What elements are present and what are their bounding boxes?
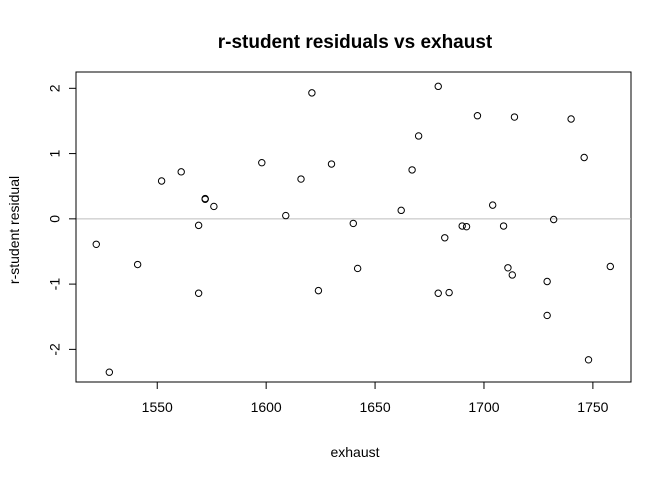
data-point (543, 277, 551, 286)
chart-title: r-student residuals vs exhaust (218, 32, 493, 53)
data-point (105, 368, 114, 376)
x-tick-label: 1700 (468, 399, 499, 415)
y-tick-label: 0 (47, 215, 63, 223)
data-point (194, 221, 203, 230)
y-tick-label: 2 (47, 84, 63, 92)
data-point (258, 159, 266, 167)
data-point (473, 112, 482, 120)
data-point (210, 202, 218, 211)
data-point (177, 168, 185, 176)
data-point (508, 271, 516, 279)
data-point (441, 234, 449, 242)
data-point (353, 264, 362, 273)
data-point (445, 288, 453, 297)
data-point (133, 260, 142, 269)
data-point (510, 113, 519, 121)
data-point (567, 115, 575, 123)
y-axis: -2 -1 0 1 2 (47, 84, 77, 356)
data-point (201, 195, 209, 203)
data-point (462, 222, 471, 231)
data-point (194, 289, 203, 297)
data-point (408, 166, 416, 174)
x-axis: 1550 1600 1650 1700 1750 (142, 381, 609, 415)
data-point (606, 262, 615, 271)
data-point (488, 201, 497, 209)
data-point (434, 82, 442, 91)
data-point (543, 311, 551, 320)
data-point (282, 211, 290, 220)
data-point (327, 160, 336, 168)
data-point (499, 222, 508, 230)
x-tick-label: 1750 (577, 399, 608, 415)
y-axis-label: r-student residual (6, 176, 22, 284)
data-point (584, 356, 593, 364)
data-point (458, 222, 466, 230)
y-tick-label: -1 (47, 278, 63, 291)
y-tick-label: -2 (47, 343, 63, 356)
x-axis-label: exhaust (330, 444, 379, 460)
data-points (92, 82, 615, 376)
data-point (92, 240, 100, 248)
y-tick-label: 1 (47, 149, 63, 157)
data-point (397, 206, 405, 215)
x-tick-label: 1600 (251, 399, 282, 415)
x-tick-label: 1550 (142, 399, 173, 415)
data-point (308, 89, 316, 97)
x-tick-label: 1650 (359, 399, 390, 415)
data-point (549, 215, 558, 224)
data-point (297, 175, 305, 183)
data-point (349, 219, 357, 228)
data-point (314, 286, 323, 295)
data-point (504, 264, 512, 272)
data-point (434, 289, 442, 297)
data-point (580, 153, 588, 162)
data-point (157, 177, 166, 185)
data-point (414, 132, 423, 140)
